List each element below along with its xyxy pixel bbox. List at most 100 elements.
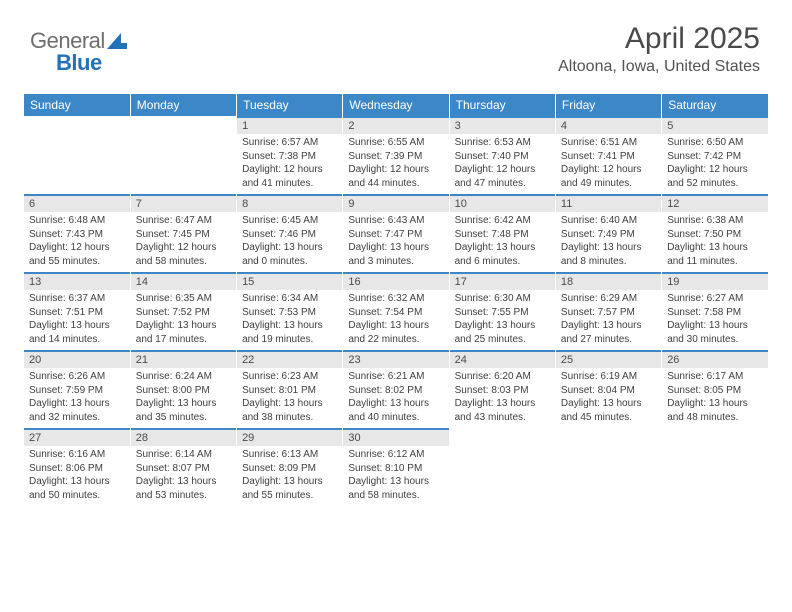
day-number: 24 xyxy=(450,350,555,368)
day-header: Thursday xyxy=(449,94,555,116)
day-body: Sunrise: 6:26 AMSunset: 7:59 PMDaylight:… xyxy=(24,368,130,428)
calendar-day-cell: 30Sunrise: 6:12 AMSunset: 8:10 PMDayligh… xyxy=(343,428,449,506)
calendar-day-cell: 24Sunrise: 6:20 AMSunset: 8:03 PMDayligh… xyxy=(449,350,555,428)
day-number: 16 xyxy=(343,272,448,290)
day-header-row: SundayMondayTuesdayWednesdayThursdayFrid… xyxy=(24,94,768,116)
day-number: 8 xyxy=(237,194,342,212)
calendar-day-cell: 22Sunrise: 6:23 AMSunset: 8:01 PMDayligh… xyxy=(237,350,343,428)
day-header: Wednesday xyxy=(343,94,449,116)
day-number: 2 xyxy=(343,116,448,134)
day-number: 7 xyxy=(131,194,236,212)
calendar-day-cell: 27Sunrise: 6:16 AMSunset: 8:06 PMDayligh… xyxy=(24,428,130,506)
calendar-day-cell: 17Sunrise: 6:30 AMSunset: 7:55 PMDayligh… xyxy=(449,272,555,350)
calendar-day-cell: 21Sunrise: 6:24 AMSunset: 8:00 PMDayligh… xyxy=(130,350,236,428)
calendar-day-cell: 18Sunrise: 6:29 AMSunset: 7:57 PMDayligh… xyxy=(555,272,661,350)
calendar-week-row: 6Sunrise: 6:48 AMSunset: 7:43 PMDaylight… xyxy=(24,194,768,272)
calendar-day-cell: 11Sunrise: 6:40 AMSunset: 7:49 PMDayligh… xyxy=(555,194,661,272)
day-body: Sunrise: 6:51 AMSunset: 7:41 PMDaylight:… xyxy=(556,134,661,194)
day-body: Sunrise: 6:40 AMSunset: 7:49 PMDaylight:… xyxy=(556,212,661,272)
calendar-day-cell: 2Sunrise: 6:55 AMSunset: 7:39 PMDaylight… xyxy=(343,116,449,194)
day-number: 19 xyxy=(662,272,768,290)
day-header: Saturday xyxy=(662,94,768,116)
calendar-week-row: 20Sunrise: 6:26 AMSunset: 7:59 PMDayligh… xyxy=(24,350,768,428)
day-body: Sunrise: 6:14 AMSunset: 8:07 PMDaylight:… xyxy=(131,446,236,506)
day-body: Sunrise: 6:30 AMSunset: 7:55 PMDaylight:… xyxy=(450,290,555,350)
calendar-day-cell: 7Sunrise: 6:47 AMSunset: 7:45 PMDaylight… xyxy=(130,194,236,272)
day-number: 15 xyxy=(237,272,342,290)
day-number: 20 xyxy=(24,350,130,368)
calendar-day-cell: 10Sunrise: 6:42 AMSunset: 7:48 PMDayligh… xyxy=(449,194,555,272)
calendar-day-cell xyxy=(24,116,130,194)
calendar-day-cell: 16Sunrise: 6:32 AMSunset: 7:54 PMDayligh… xyxy=(343,272,449,350)
day-body: Sunrise: 6:57 AMSunset: 7:38 PMDaylight:… xyxy=(237,134,342,194)
calendar-day-cell: 8Sunrise: 6:45 AMSunset: 7:46 PMDaylight… xyxy=(237,194,343,272)
calendar-day-cell: 14Sunrise: 6:35 AMSunset: 7:52 PMDayligh… xyxy=(130,272,236,350)
day-body: Sunrise: 6:45 AMSunset: 7:46 PMDaylight:… xyxy=(237,212,342,272)
calendar-day-cell xyxy=(449,428,555,506)
day-number: 22 xyxy=(237,350,342,368)
day-body: Sunrise: 6:12 AMSunset: 8:10 PMDaylight:… xyxy=(343,446,448,506)
day-header: Tuesday xyxy=(237,94,343,116)
day-number: 11 xyxy=(556,194,661,212)
day-number: 30 xyxy=(343,428,448,446)
day-number: 1 xyxy=(237,116,342,134)
day-number: 12 xyxy=(662,194,768,212)
day-number: 26 xyxy=(662,350,768,368)
day-number: 6 xyxy=(24,194,130,212)
day-header: Friday xyxy=(555,94,661,116)
calendar-day-cell xyxy=(662,428,768,506)
calendar-day-cell: 25Sunrise: 6:19 AMSunset: 8:04 PMDayligh… xyxy=(555,350,661,428)
calendar-day-cell: 13Sunrise: 6:37 AMSunset: 7:51 PMDayligh… xyxy=(24,272,130,350)
day-number: 4 xyxy=(556,116,661,134)
calendar-day-cell xyxy=(130,116,236,194)
calendar-body: 1Sunrise: 6:57 AMSunset: 7:38 PMDaylight… xyxy=(24,116,768,506)
day-body: Sunrise: 6:32 AMSunset: 7:54 PMDaylight:… xyxy=(343,290,448,350)
calendar-day-cell: 3Sunrise: 6:53 AMSunset: 7:40 PMDaylight… xyxy=(449,116,555,194)
day-number: 14 xyxy=(131,272,236,290)
logo-mark-icon xyxy=(107,33,127,49)
day-header: Monday xyxy=(130,94,236,116)
day-number: 21 xyxy=(131,350,236,368)
day-body: Sunrise: 6:43 AMSunset: 7:47 PMDaylight:… xyxy=(343,212,448,272)
day-number: 27 xyxy=(24,428,130,446)
calendar-week-row: 27Sunrise: 6:16 AMSunset: 8:06 PMDayligh… xyxy=(24,428,768,506)
day-body: Sunrise: 6:35 AMSunset: 7:52 PMDaylight:… xyxy=(131,290,236,350)
calendar-day-cell: 26Sunrise: 6:17 AMSunset: 8:05 PMDayligh… xyxy=(662,350,768,428)
day-body: Sunrise: 6:21 AMSunset: 8:02 PMDaylight:… xyxy=(343,368,448,428)
day-body: Sunrise: 6:47 AMSunset: 7:45 PMDaylight:… xyxy=(131,212,236,272)
calendar-day-cell: 28Sunrise: 6:14 AMSunset: 8:07 PMDayligh… xyxy=(130,428,236,506)
day-body: Sunrise: 6:27 AMSunset: 7:58 PMDaylight:… xyxy=(662,290,768,350)
calendar-day-cell: 29Sunrise: 6:13 AMSunset: 8:09 PMDayligh… xyxy=(237,428,343,506)
calendar-day-cell: 9Sunrise: 6:43 AMSunset: 7:47 PMDaylight… xyxy=(343,194,449,272)
calendar-day-cell: 12Sunrise: 6:38 AMSunset: 7:50 PMDayligh… xyxy=(662,194,768,272)
day-number: 10 xyxy=(450,194,555,212)
day-body: Sunrise: 6:17 AMSunset: 8:05 PMDaylight:… xyxy=(662,368,768,428)
day-body: Sunrise: 6:29 AMSunset: 7:57 PMDaylight:… xyxy=(556,290,661,350)
day-body: Sunrise: 6:37 AMSunset: 7:51 PMDaylight:… xyxy=(24,290,130,350)
day-number: 23 xyxy=(343,350,448,368)
day-number: 3 xyxy=(450,116,555,134)
day-body: Sunrise: 6:24 AMSunset: 8:00 PMDaylight:… xyxy=(131,368,236,428)
day-body: Sunrise: 6:34 AMSunset: 7:53 PMDaylight:… xyxy=(237,290,342,350)
day-body: Sunrise: 6:20 AMSunset: 8:03 PMDaylight:… xyxy=(450,368,555,428)
page-title: April 2025 xyxy=(558,22,760,56)
day-body: Sunrise: 6:42 AMSunset: 7:48 PMDaylight:… xyxy=(450,212,555,272)
calendar-day-cell: 5Sunrise: 6:50 AMSunset: 7:42 PMDaylight… xyxy=(662,116,768,194)
day-body: Sunrise: 6:55 AMSunset: 7:39 PMDaylight:… xyxy=(343,134,448,194)
day-body: Sunrise: 6:38 AMSunset: 7:50 PMDaylight:… xyxy=(662,212,768,272)
day-body: Sunrise: 6:16 AMSunset: 8:06 PMDaylight:… xyxy=(24,446,130,506)
calendar-week-row: 13Sunrise: 6:37 AMSunset: 7:51 PMDayligh… xyxy=(24,272,768,350)
calendar-day-cell xyxy=(555,428,661,506)
day-body: Sunrise: 6:23 AMSunset: 8:01 PMDaylight:… xyxy=(237,368,342,428)
day-body: Sunrise: 6:50 AMSunset: 7:42 PMDaylight:… xyxy=(662,134,768,194)
day-body: Sunrise: 6:13 AMSunset: 8:09 PMDaylight:… xyxy=(237,446,342,506)
day-number: 5 xyxy=(662,116,768,134)
day-number: 9 xyxy=(343,194,448,212)
day-body: Sunrise: 6:19 AMSunset: 8:04 PMDaylight:… xyxy=(556,368,661,428)
day-number: 18 xyxy=(556,272,661,290)
day-body: Sunrise: 6:48 AMSunset: 7:43 PMDaylight:… xyxy=(24,212,130,272)
calendar-day-cell: 19Sunrise: 6:27 AMSunset: 7:58 PMDayligh… xyxy=(662,272,768,350)
calendar-day-cell: 1Sunrise: 6:57 AMSunset: 7:38 PMDaylight… xyxy=(237,116,343,194)
calendar-day-cell: 6Sunrise: 6:48 AMSunset: 7:43 PMDaylight… xyxy=(24,194,130,272)
calendar-day-cell: 20Sunrise: 6:26 AMSunset: 7:59 PMDayligh… xyxy=(24,350,130,428)
